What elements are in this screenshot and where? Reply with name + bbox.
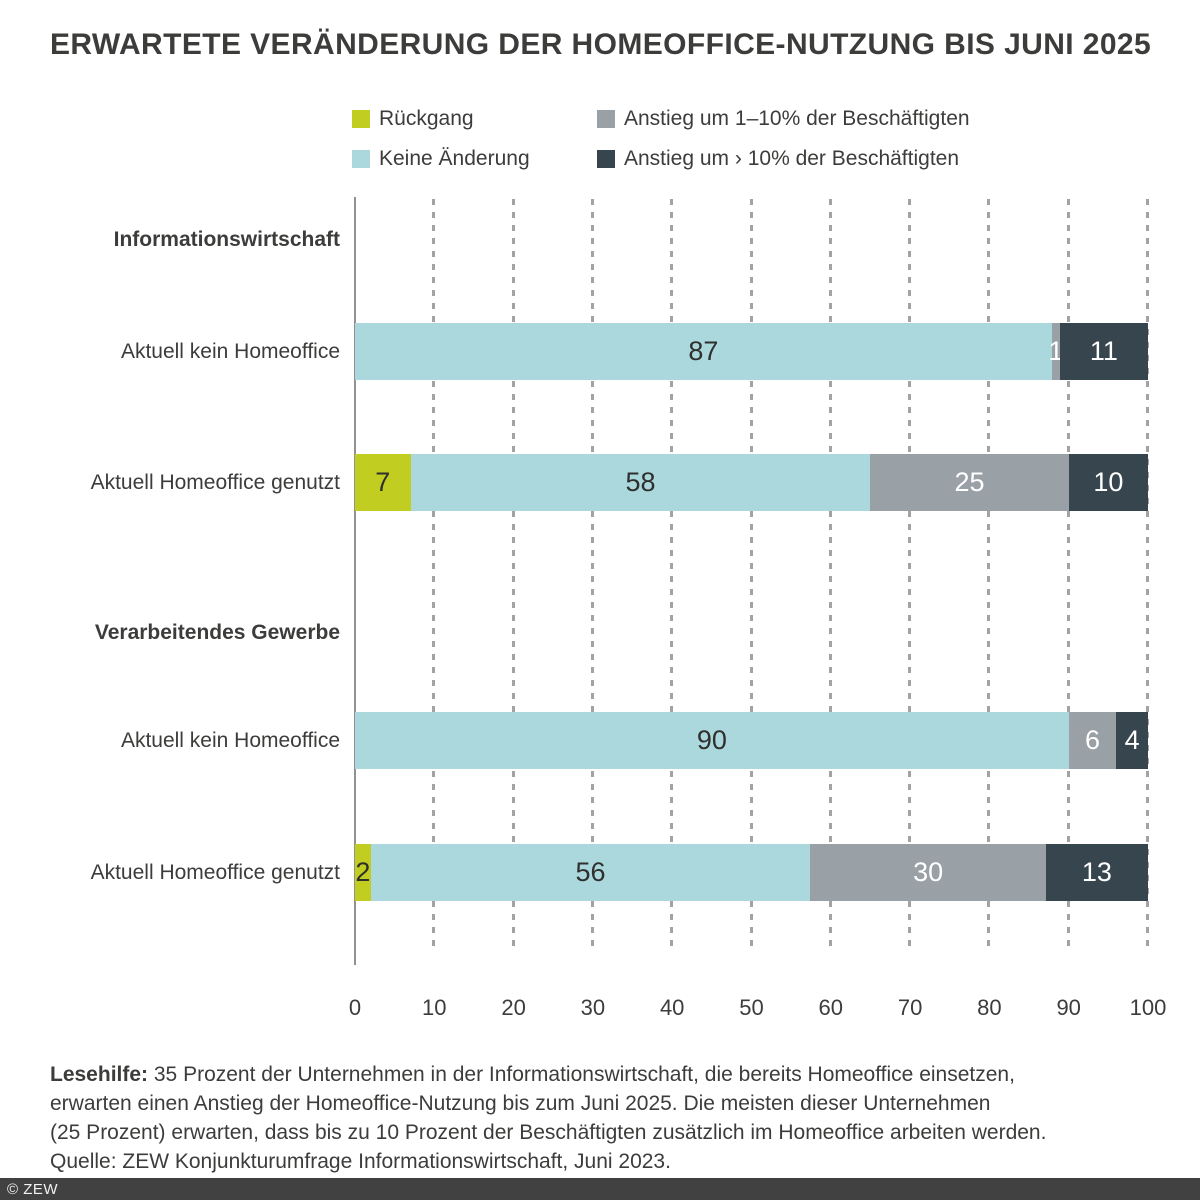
bar-value: 90 (696, 725, 727, 755)
legend-label: Rückgang (379, 107, 474, 130)
gridline (1066, 199, 1070, 953)
legend-item: Anstieg um › 10% der Beschäftigten (597, 147, 970, 170)
reading-help-label: Lesehilfe: (50, 1063, 149, 1086)
legend-item: Rückgang (352, 107, 597, 130)
bar-value: 1 (1048, 336, 1064, 366)
bar-label: Aktuell Homeoffice genutzt (90, 860, 340, 884)
legend-item: Keine Änderung (352, 147, 597, 170)
x-axis: 0 10 20 30 40 50 60 70 80 90 100 (50, 995, 1166, 1023)
bar-segment: 4 (1116, 712, 1148, 769)
chart-plot: Informationswirtschaft Aktuell kein Homeo… (50, 197, 1160, 965)
gridline (828, 199, 832, 953)
bar-segment: 13 (1045, 844, 1148, 901)
bar-value: 10 (1093, 467, 1124, 497)
bar-track: 7 58 25 10 (355, 454, 1148, 511)
x-tick-label: 40 (659, 995, 685, 1020)
group-row: Informationswirtschaft (50, 225, 340, 255)
legend-swatch-icon (597, 150, 615, 168)
gridline (432, 199, 436, 953)
bar-value: 2 (355, 857, 371, 887)
bar-value: 13 (1081, 857, 1112, 887)
bar-track: 90 6 4 (355, 712, 1148, 769)
x-tick-label: 0 (348, 995, 362, 1020)
bar-row: Aktuell Homeoffice genutzt 2 56 30 13 (50, 844, 1148, 901)
bar-row: Aktuell kein Homeoffice 87 1 11 (50, 323, 1148, 380)
bar-value: 6 (1084, 725, 1100, 755)
bar-segment: 25 (870, 454, 1069, 511)
bar-segment: 87 (355, 323, 1052, 380)
bar-value: 30 (913, 857, 944, 887)
legend-swatch-icon (352, 110, 370, 128)
bar-value: 11 (1089, 336, 1118, 366)
legend-label: Anstieg um › 10% der Beschäftigten (624, 147, 960, 170)
legend-item: Anstieg um 1–10% der Beschäftigten (597, 107, 970, 130)
x-tick-label: 60 (818, 995, 844, 1020)
legend: Rückgang Keine Änderung Anstieg um 1–10% d… (352, 107, 970, 170)
bar-label: Aktuell kein Homeoffice (120, 728, 340, 752)
bar-segment: 2 (355, 844, 371, 901)
legend-label: Keine Änderung (379, 147, 530, 170)
copyright-label: © ZEW (7, 1180, 59, 1198)
legend-swatch-icon (352, 150, 370, 168)
chart-title: ERWARTETE VERÄNDERUNG DER HOMEOFFICE-NUT… (50, 28, 1152, 61)
x-tick-label: 100 (1129, 995, 1167, 1020)
bar-value: 87 (688, 336, 719, 366)
x-tick-label: 30 (580, 995, 606, 1020)
bar-row: Aktuell kein Homeoffice 90 6 4 (50, 712, 1148, 769)
gridline (987, 199, 991, 953)
x-tick-label: 20 (501, 995, 526, 1020)
legend-swatch-icon (597, 110, 615, 128)
group-label: Verarbeitendes Gewerbe (94, 621, 340, 645)
bar-value: 4 (1124, 725, 1140, 755)
bar-value: 58 (625, 467, 656, 497)
bar-segment: 11 (1059, 323, 1148, 380)
bar-segment: 1 (1048, 323, 1063, 380)
gridline (1146, 199, 1149, 953)
bar-track: 87 1 11 (355, 323, 1148, 380)
bar-row: Aktuell Homeoffice genutzt 7 58 25 10 (50, 454, 1148, 511)
gridline (511, 199, 515, 953)
reading-help-text: 35 Prozent der Unternehmen in der Inform… (50, 1063, 1047, 1144)
footer-bar: © ZEW (0, 1178, 1200, 1200)
gridline (590, 199, 594, 953)
x-tick-label: 70 (897, 995, 923, 1020)
bar-segment: 7 (355, 454, 411, 511)
bar-track: 2 56 30 13 (355, 844, 1148, 901)
bar-value: 56 (575, 857, 606, 887)
x-tick-label: 50 (739, 995, 764, 1020)
bar-value: 7 (375, 467, 391, 497)
source-note: Quelle: ZEW Konjunkturumfrage Informatio… (50, 1150, 671, 1173)
gridline (749, 199, 753, 953)
x-tick-label: 10 (422, 995, 447, 1020)
group-row: Verarbeitendes Gewerbe (50, 618, 340, 648)
gridline (670, 199, 674, 953)
bar-segment: 30 (810, 844, 1046, 901)
bar-segment: 10 (1068, 454, 1148, 511)
legend-label: Anstieg um 1–10% der Beschäftigten (624, 107, 970, 130)
group-label: Informationswirtschaft (113, 228, 340, 252)
bar-value: 25 (954, 467, 985, 497)
reading-help: Lesehilfe: 35 Prozent der Unternehmen in… (50, 1060, 1195, 1147)
gridline (908, 199, 912, 953)
bar-segment: 58 (410, 454, 871, 511)
bar-label: Aktuell kein Homeoffice (120, 339, 340, 363)
x-tick-label: 80 (977, 995, 1002, 1020)
bar-label: Aktuell Homeoffice genutzt (90, 470, 340, 494)
x-tick-label: 90 (1056, 995, 1081, 1020)
bar-segment: 90 (355, 712, 1069, 769)
bar-segment: 56 (370, 844, 811, 901)
y-axis-line (354, 197, 356, 965)
bar-segment: 6 (1068, 712, 1117, 769)
